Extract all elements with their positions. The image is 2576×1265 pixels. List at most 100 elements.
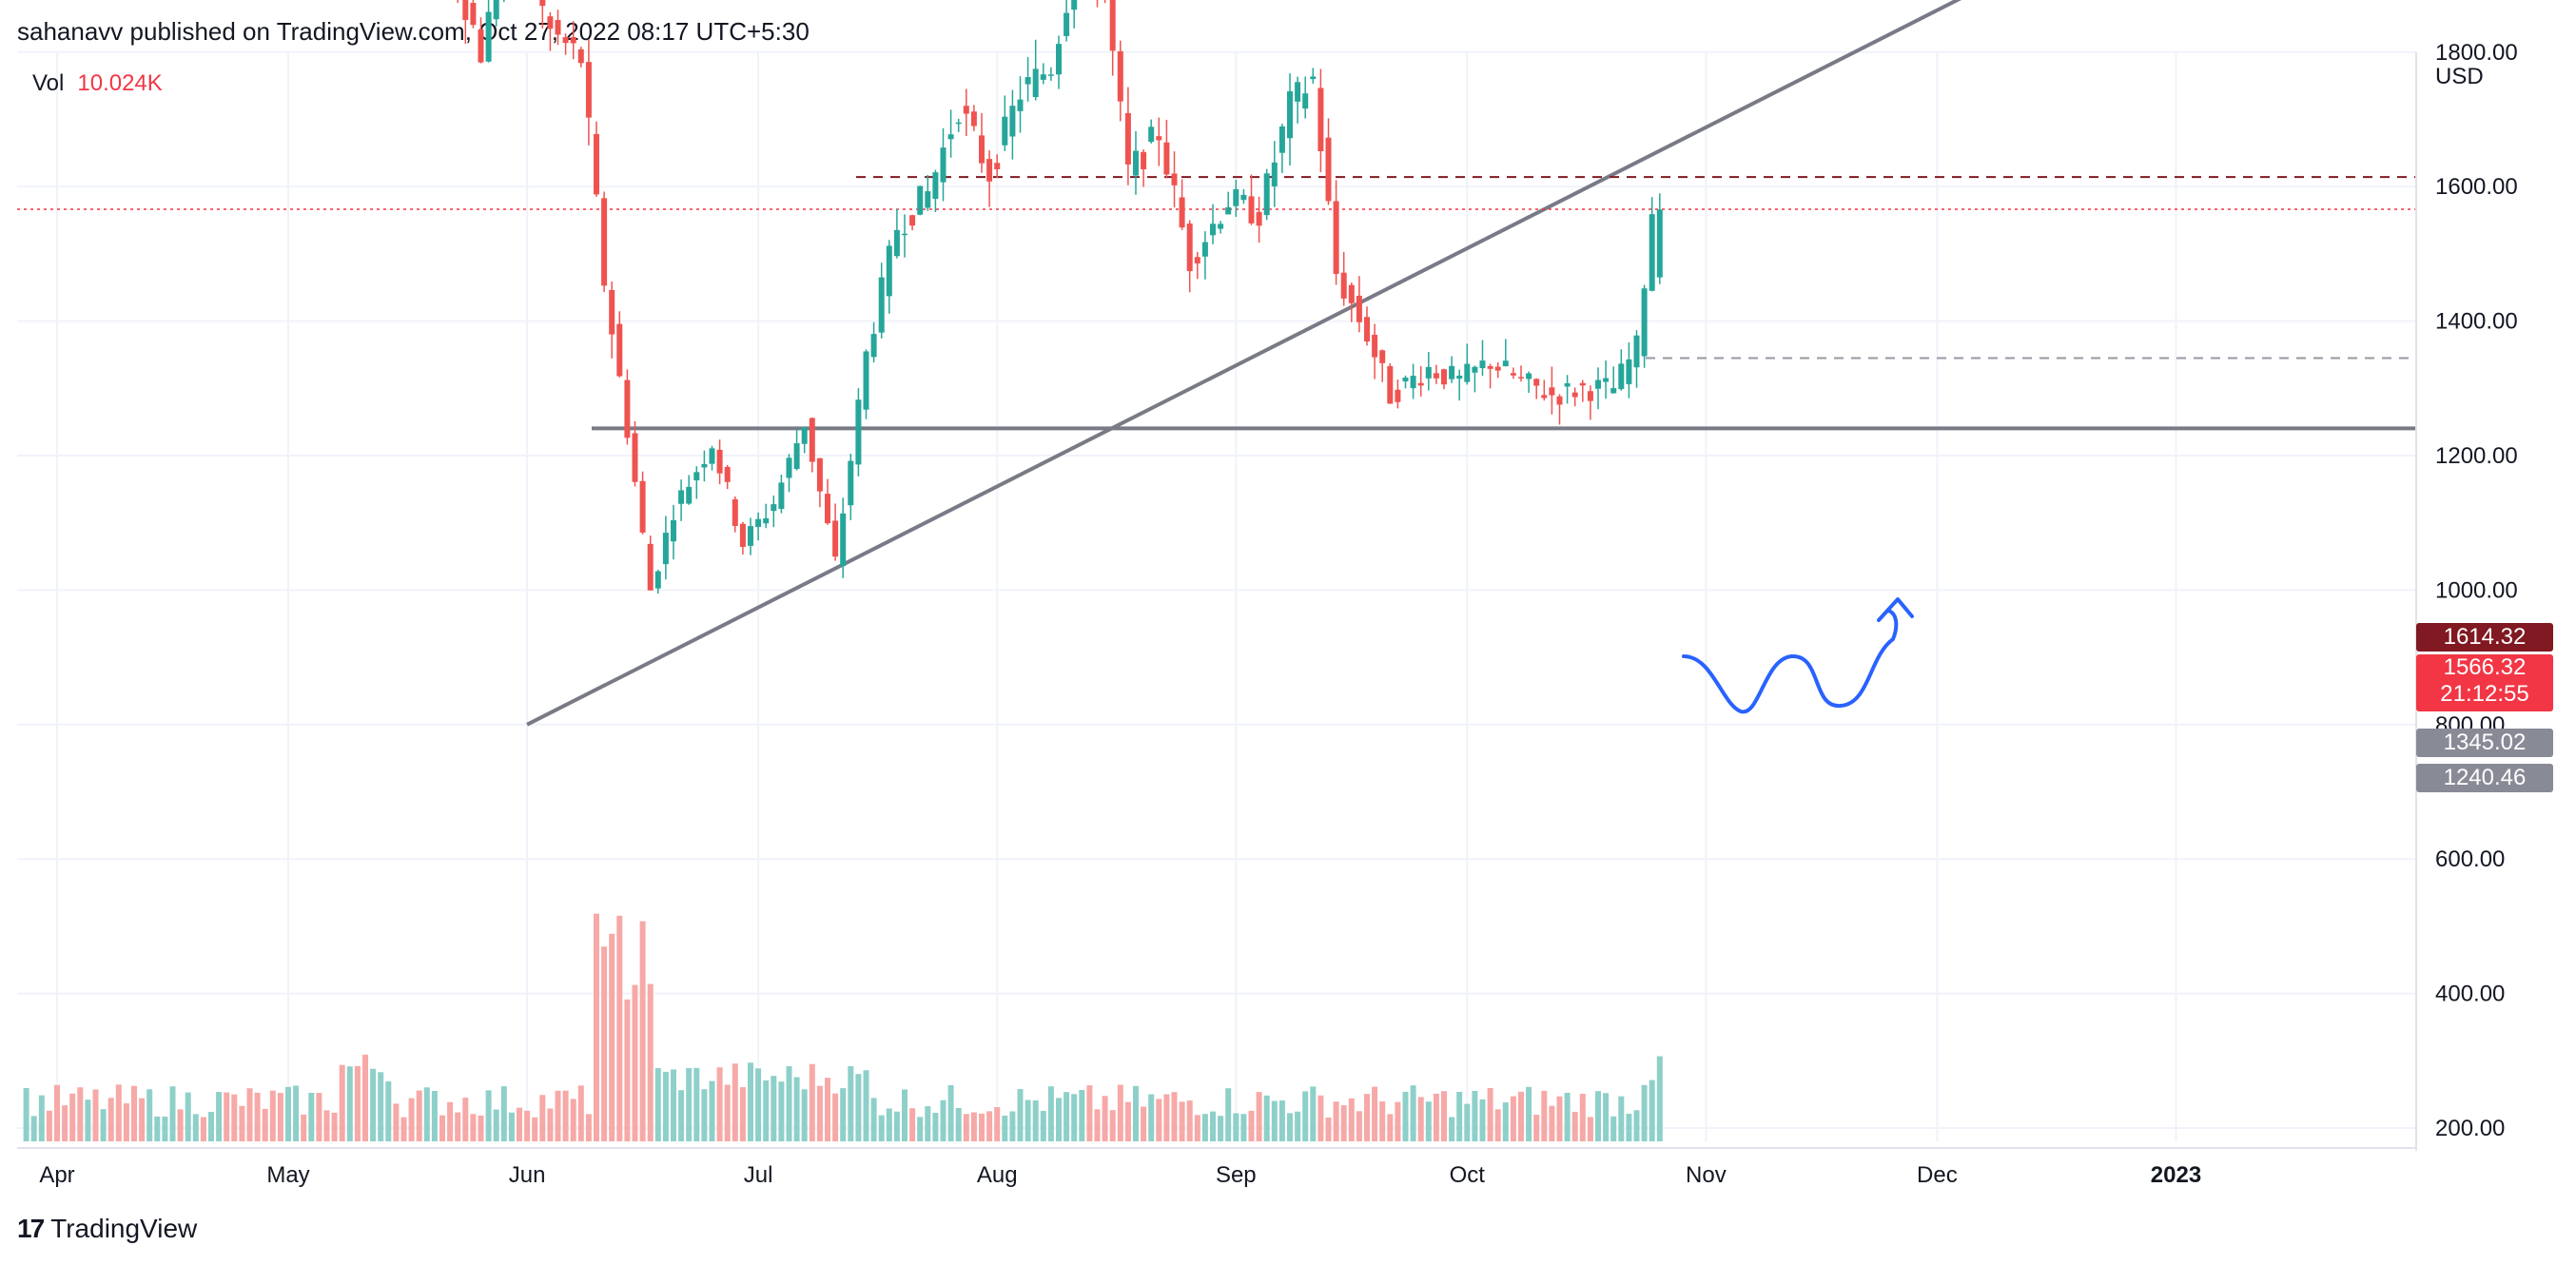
candle-body [1071,0,1078,10]
candle-body [855,399,862,465]
volume-bar [1248,1110,1255,1141]
volume-bar [69,1093,76,1141]
candle-body [1179,197,1185,228]
volume-bar [1295,1111,1301,1141]
volume-bar [431,1090,438,1141]
candle-body [1186,224,1193,272]
candle-body [1456,375,1463,380]
candle-body [1410,376,1416,389]
volume-bar [192,1114,199,1141]
volume-bar [801,1089,808,1141]
volume-bar [185,1092,191,1141]
candle-body [1156,136,1162,141]
candle-body [1379,350,1386,363]
volume-bar [485,1090,492,1141]
volume-bar [1009,1111,1016,1141]
candle-body [1372,334,1378,358]
volume-bar [986,1111,993,1141]
volume-bar [208,1112,214,1141]
candle-body [547,16,554,29]
volume-bar [1317,1095,1324,1141]
candle-body [1163,142,1170,175]
tradingview-footer[interactable]: 17 TradingView [17,1214,197,1244]
volume-bar [739,1087,746,1141]
volume-bar [1194,1115,1200,1141]
candle-body [1649,214,1655,291]
volume-bar [616,915,623,1141]
candle-body [1618,363,1625,390]
volume-bar [763,1080,770,1141]
volume-bar [500,1086,507,1141]
volume-bar [601,946,608,1141]
candle-body [1564,382,1571,387]
volume-bar [809,1063,815,1141]
candle-body [940,147,946,183]
x-tick-label: Jul [744,1162,773,1188]
volume-bar [701,1089,708,1141]
candle-body [1201,242,1208,257]
volume-bar [1310,1086,1317,1141]
volume-bar [755,1068,762,1141]
candle-body [1017,99,1024,111]
candle-body [1271,162,1278,186]
volume-bar [647,983,654,1141]
brand-name: TradingView [50,1214,198,1243]
volume-bar [162,1116,168,1141]
x-tick-label: Dec [1917,1162,1958,1188]
y-tick-label: 1000.00 [2435,577,2518,603]
volume-bar [786,1065,792,1141]
last-price-value: 1566.32 [2443,654,2527,680]
volume-bar [1441,1091,1447,1141]
candle-body [925,191,931,208]
volume-bar [709,1080,715,1141]
candle-body [848,460,854,506]
rising-trendline [526,0,1962,727]
candle-body [778,482,785,510]
candle-body [639,480,646,533]
volume-bar [1133,1085,1139,1141]
candle-body [570,36,576,44]
candle-body [870,334,877,358]
volume-bar [1141,1106,1147,1141]
volume-bar [1271,1100,1278,1141]
volume-bar [1302,1091,1309,1141]
volume-bar [870,1098,877,1141]
candle-body [979,135,985,164]
candle-body [616,323,623,377]
volume-bar [716,1067,723,1141]
volume-bar [693,1067,700,1141]
time-axis: Apr May Jun Jul Aug Sep Oct Nov Dec 2023 [39,1162,2201,1188]
volume-bar [1356,1111,1362,1141]
volume-bar [316,1093,322,1141]
volume-bar [92,1089,99,1141]
volume-bar [1425,1101,1432,1141]
volume-legend-label: Vol [32,70,65,96]
volume-bar [840,1088,847,1141]
volume-bar [262,1108,268,1141]
volume-bar [462,1098,469,1141]
volume-bar [378,1072,384,1141]
volume-bar [1340,1105,1347,1141]
volume-bar [23,1087,29,1141]
volume-bar [1094,1109,1101,1141]
x-tick-label: Jun [509,1162,546,1188]
x-tick-label: Apr [39,1162,74,1188]
candle-body [1256,211,1262,226]
volume-bar [848,1066,854,1141]
volume-bar [1225,1088,1232,1141]
candle-body [748,526,753,546]
volume-bar [1464,1103,1471,1141]
volume-bar [1656,1056,1663,1141]
volume-bar [1186,1100,1193,1141]
candle-body [994,163,1001,169]
candle-body [1595,380,1601,389]
candle-body [724,466,731,482]
candle-body [955,122,962,125]
volume-bar [963,1114,969,1141]
volume-bar [855,1074,862,1141]
volume-bar [1618,1096,1625,1141]
volume-bar [1395,1101,1401,1141]
candle-body [470,2,477,26]
candle-body [686,486,693,504]
